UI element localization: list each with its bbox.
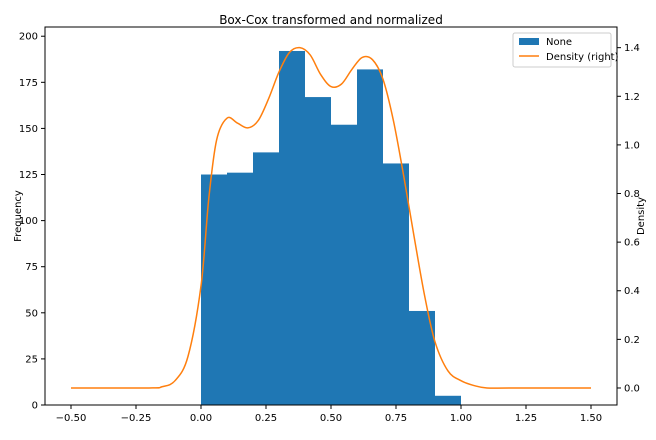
chart-title: Box-Cox transformed and normalized xyxy=(219,13,443,27)
legend-label-histogram: None xyxy=(546,37,572,48)
histogram-bar xyxy=(279,50,305,405)
histogram-bar xyxy=(357,69,383,405)
y-tick-label: 75 xyxy=(25,262,38,273)
y2-tick-label: 0.8 xyxy=(624,189,640,200)
x-tick-label: 1.00 xyxy=(450,413,472,424)
y-tick-label: 25 xyxy=(25,354,38,365)
x-tick-label: 0.75 xyxy=(385,413,407,424)
histogram-bar xyxy=(227,172,253,405)
y2-tick-label: 0.6 xyxy=(624,238,640,249)
y-axis-left: 0 25 50 75 100 125 150 175 200 xyxy=(19,32,45,412)
histogram-bar xyxy=(253,152,279,405)
x-tick-label: 1.50 xyxy=(580,413,602,424)
histogram-bar xyxy=(331,124,357,405)
y-tick-label: 150 xyxy=(19,124,38,135)
density-curve xyxy=(70,46,591,389)
x-tick-label: 0.50 xyxy=(320,413,342,424)
legend-label-density: Density (right) xyxy=(546,52,619,63)
histogram-bar xyxy=(305,97,331,405)
y-tick-label: 50 xyxy=(25,308,38,319)
y2-tick-label: 0.4 xyxy=(624,286,640,297)
y2-axis-label: Density xyxy=(636,197,647,235)
x-tick-label: 0.25 xyxy=(255,413,277,424)
x-tick-label: −0.50 xyxy=(56,413,87,424)
x-tick-label: 0.00 xyxy=(190,413,212,424)
y-tick-label: 100 xyxy=(19,216,38,227)
y2-tick-label: 1.0 xyxy=(624,140,640,151)
y-tick-label: 125 xyxy=(19,170,38,181)
density-line xyxy=(70,46,591,389)
x-tick-label: −0.25 xyxy=(121,413,152,424)
y2-tick-label: 1.2 xyxy=(624,92,640,103)
y-axis-right: 0.0 0.2 0.4 0.6 0.8 1.0 1.2 1.4 xyxy=(617,43,640,394)
y-tick-label: 200 xyxy=(19,32,38,43)
x-axis: −0.50 −0.25 0.00 0.25 0.50 0.75 1.00 1.25 1.50 xyxy=(56,405,602,424)
legend: None Density (right) xyxy=(512,32,619,68)
y-tick-label: 175 xyxy=(19,78,38,89)
histogram-bar xyxy=(201,174,227,405)
histogram-bar xyxy=(383,163,409,405)
x-tick-label: 1.25 xyxy=(515,413,537,424)
y2-tick-label: 0.0 xyxy=(624,383,640,394)
histogram-bars xyxy=(201,50,461,405)
y-axis-label: Frequency xyxy=(13,190,24,242)
y2-tick-label: 1.4 xyxy=(624,43,640,54)
y2-tick-label: 0.2 xyxy=(624,335,640,346)
histogram-bar xyxy=(435,395,461,405)
y-tick-label: 0 xyxy=(32,401,38,412)
legend-swatch-histogram xyxy=(519,38,539,45)
